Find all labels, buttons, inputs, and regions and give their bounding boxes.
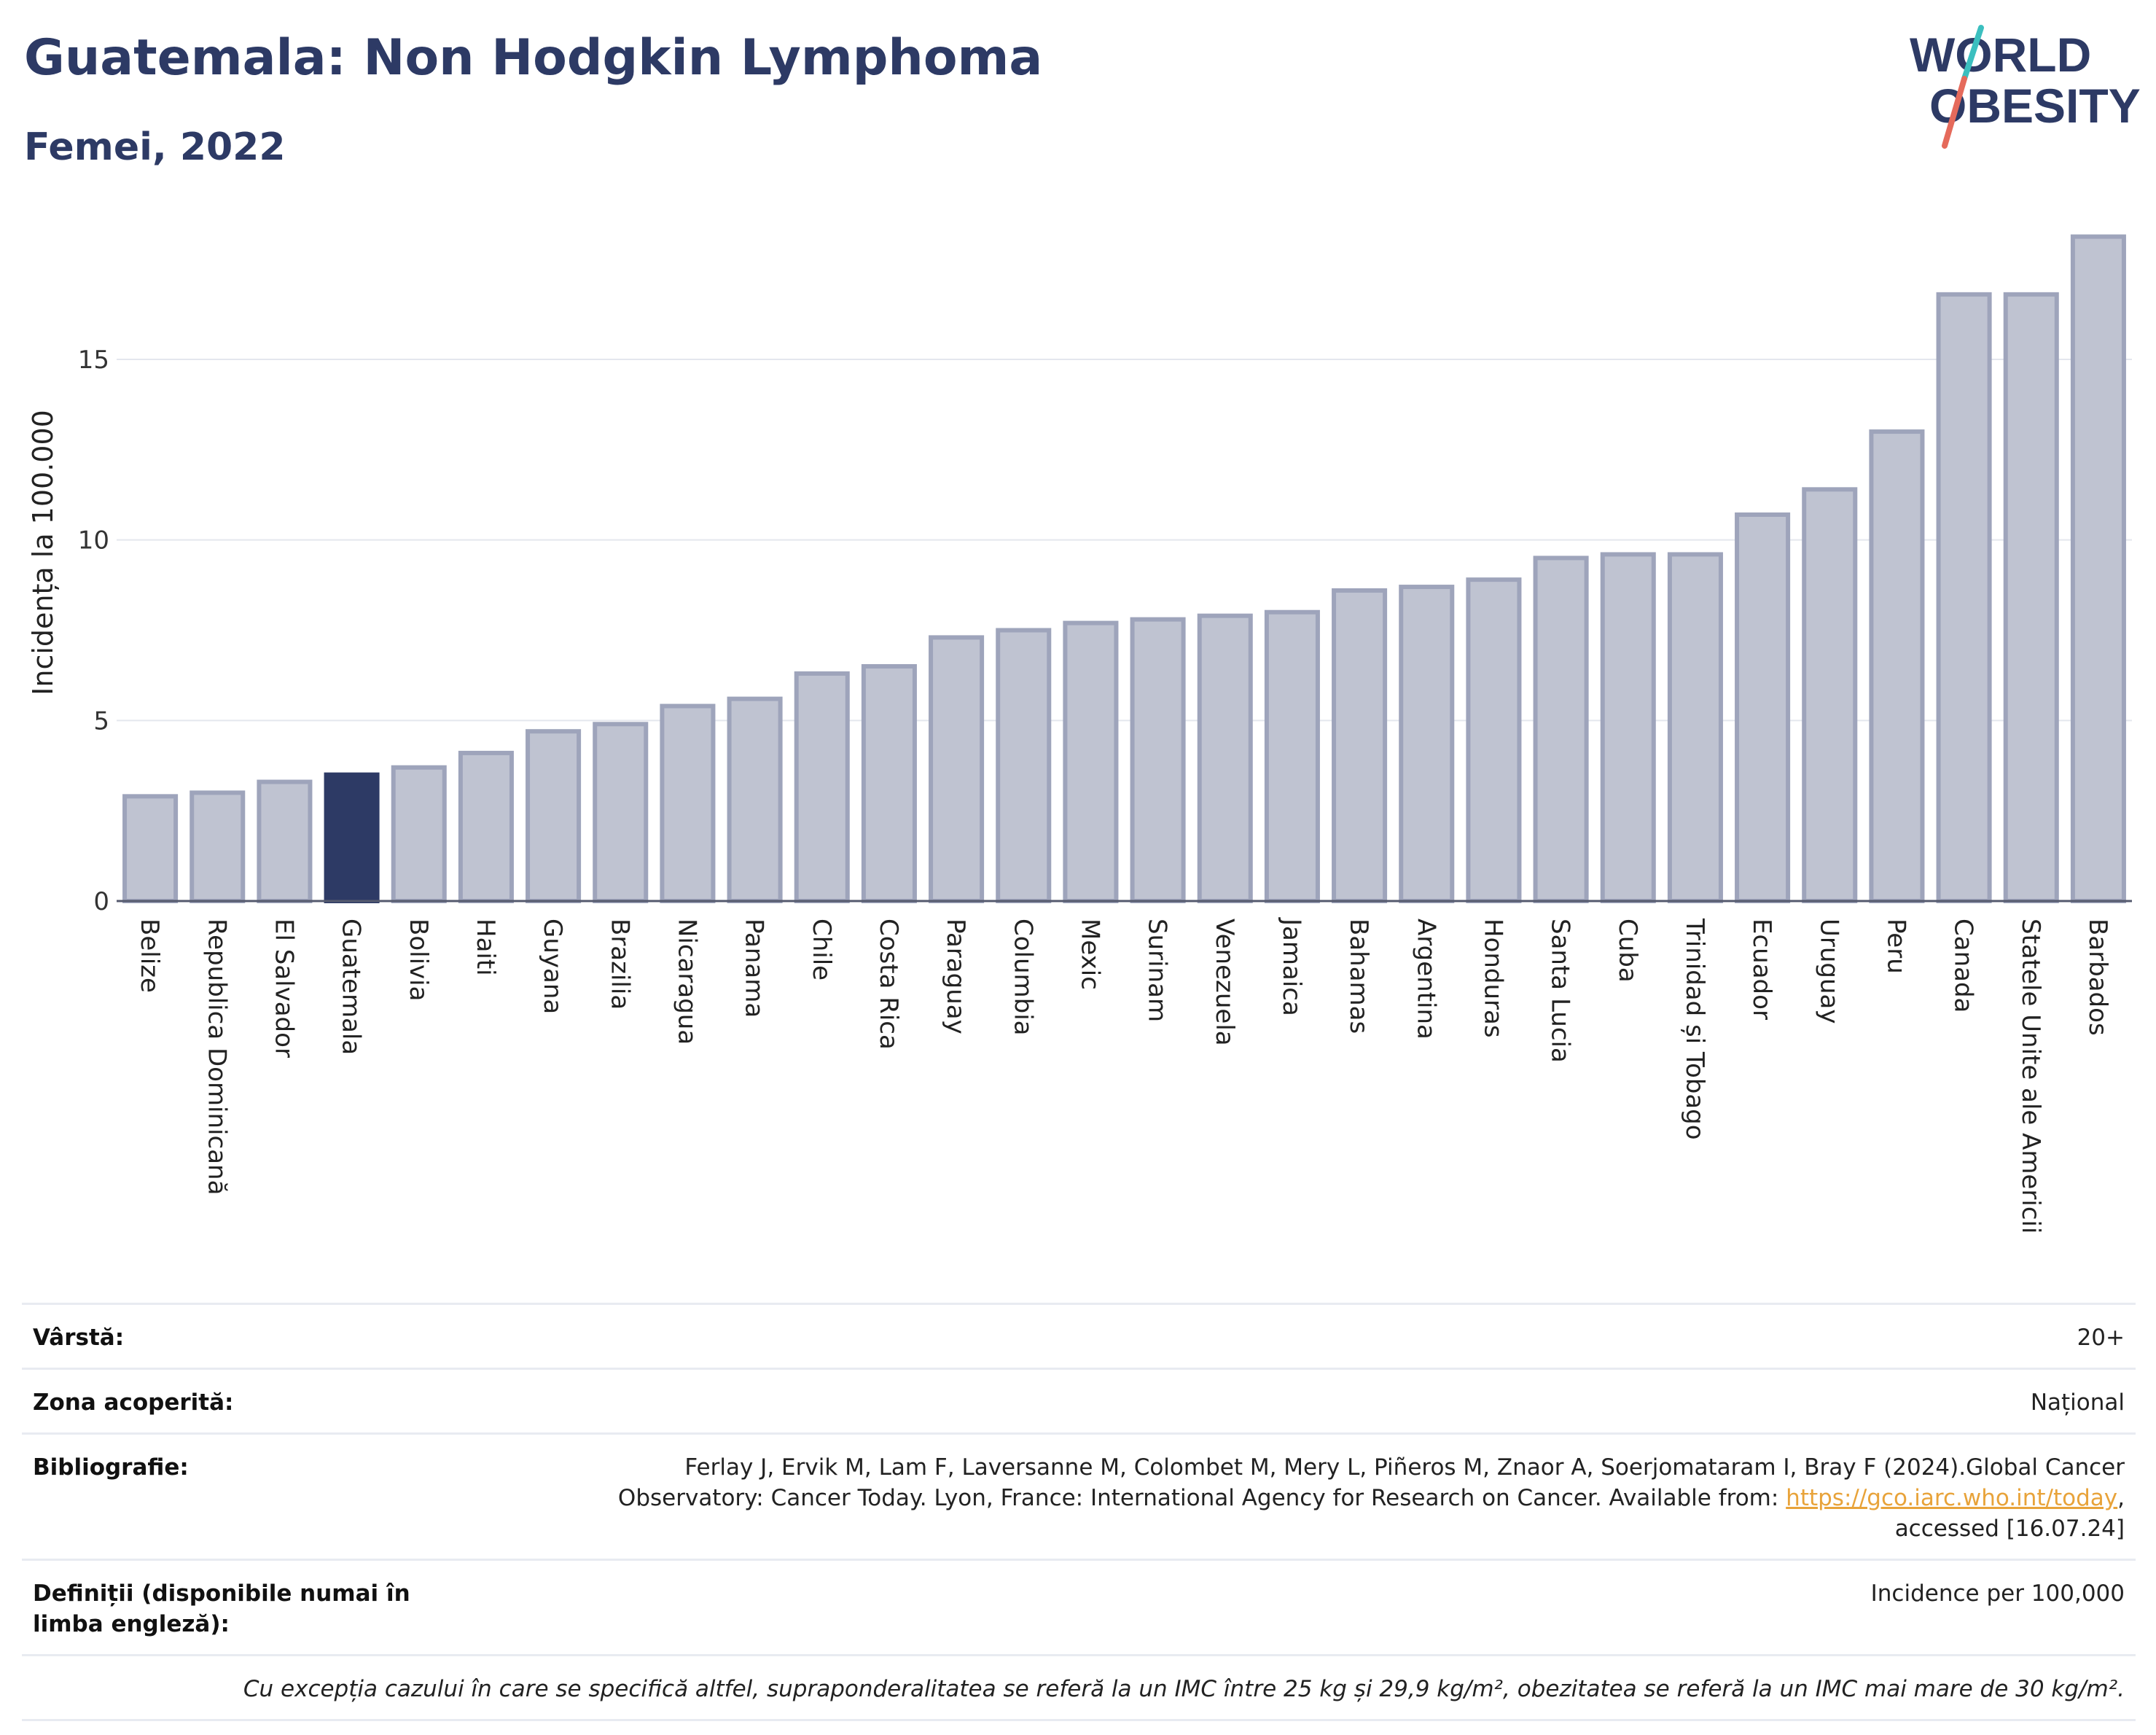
age-label: Vârstă: <box>33 1325 125 1351</box>
bar <box>794 671 850 903</box>
age-value: 20+ <box>2077 1325 2125 1351</box>
x-tick-label: Statele Unite ale Americii <box>2016 919 2045 1233</box>
x-tick-label: Venezuela <box>1210 919 1239 1046</box>
x-tick-label: Uruguay <box>1814 919 1843 1024</box>
x-tick-label: Chile <box>807 919 836 980</box>
metadata-table: Vârstă: 20+ Zona acoperită: Național Bib… <box>22 1303 2136 1721</box>
bar <box>458 750 514 903</box>
row-note: Cu excepția cazului în care se specifică… <box>22 1654 2136 1721</box>
x-tick-label: Ecuador <box>1747 919 1776 1020</box>
x-tick-label: Peru <box>1881 919 1910 974</box>
bar <box>1869 429 1925 903</box>
bar <box>861 664 917 903</box>
x-tick-label: Republica Dominicană <box>202 919 231 1195</box>
x-tick-label: Trinidad și Tobago <box>1680 918 1709 1140</box>
bibliography-link[interactable]: https://gco.iarc.who.int/today <box>1786 1485 2118 1511</box>
x-tick-label: Columbia <box>1008 919 1037 1036</box>
bar <box>1063 620 1119 903</box>
logo-slash-teal <box>1961 25 1984 82</box>
bar <box>1533 555 1589 904</box>
y-tick-label: 0 <box>93 887 109 916</box>
bar <box>1399 585 1455 903</box>
y-tick-label: 10 <box>78 526 109 555</box>
x-tick-label: Cuba <box>1613 919 1642 983</box>
x-tick-label: Brazilia <box>605 919 634 1010</box>
logo-word-world: WORLD <box>1910 28 2091 82</box>
bar <box>2003 292 2059 903</box>
x-tick-label: Belize <box>135 919 164 993</box>
page-title: Guatemala: Non Hodgkin Lymphoma <box>24 29 1043 87</box>
x-tick-label: Argentina <box>1411 919 1440 1040</box>
row-age: Vârstă: 20+ <box>22 1303 2136 1368</box>
row-coverage: Zona acoperită: Național <box>22 1368 2136 1432</box>
bar <box>660 703 716 904</box>
bar <box>727 696 783 903</box>
bar <box>1264 609 1320 903</box>
bibliography-line-1: Ferlay J, Ervik M, Lam F, Laversanne M, … <box>684 1454 2125 1481</box>
y-tick-label: 15 <box>78 346 109 375</box>
bar <box>324 772 380 903</box>
bar <box>1332 588 1388 903</box>
x-tick-label: Bolivia <box>404 919 433 1001</box>
bar <box>1667 552 1723 903</box>
x-tick-label: Nicaragua <box>672 919 701 1045</box>
definitions-value: Incidence per 100,000 <box>1870 1580 2125 1607</box>
bar-chart: 0 5 10 15 Incidența la 100.000 Belize Republic… <box>27 234 2132 1233</box>
bar <box>190 790 246 904</box>
bar <box>929 635 985 903</box>
x-tick-label: Surinam <box>1143 919 1172 1022</box>
bar <box>593 722 649 904</box>
row-bibliography: Bibliografie: Ferlay J, Ervik M, Lam F, … <box>22 1432 2136 1559</box>
bar <box>1600 552 1656 903</box>
x-tick-label: El Salvador <box>269 919 298 1058</box>
y-axis-title: Incidența la 100.000 <box>27 410 59 695</box>
overweight-note: Cu excepția cazului în care se specifică… <box>243 1676 2125 1702</box>
bar <box>122 794 179 904</box>
bar <box>1466 577 1522 903</box>
bar <box>1735 512 1791 903</box>
bar <box>996 628 1052 903</box>
bar <box>2070 234 2126 903</box>
bar <box>1936 292 1992 903</box>
bibliography-line-2: Observatory: Cancer Today. Lyon, France:… <box>617 1485 1779 1511</box>
row-definitions: Definiții (disponibile numai în limba en… <box>22 1559 2136 1654</box>
bar <box>1197 613 1253 903</box>
x-tick-label: Jamaica <box>1277 917 1306 1016</box>
page-subtitle: Femei, 2022 <box>24 125 286 169</box>
bibliography-label: Bibliografie: <box>33 1454 189 1481</box>
x-tick-label: Barbados <box>2083 919 2112 1036</box>
bar <box>391 765 447 904</box>
x-tick-label: Mexic <box>1075 919 1104 990</box>
bar <box>526 729 582 904</box>
bibliography-value: Ferlay J, Ervik M, Lam F, Laversanne M, … <box>617 1454 2125 1542</box>
bibliography-line-3: accessed [16.07.24] <box>1894 1516 2125 1542</box>
x-tick-label: Guyana <box>538 919 567 1014</box>
x-tick-label: Guatemala <box>337 919 366 1055</box>
coverage-label: Zona acoperită: <box>33 1389 234 1416</box>
logo-slash-red <box>1942 76 1967 149</box>
definitions-label: Definiții (disponibile numai în limba en… <box>33 1580 410 1637</box>
world-obesity-logo: WORLD OBESITY <box>1910 25 2141 149</box>
coverage-value: Național <box>2030 1389 2125 1416</box>
x-tick-label: Paraguay <box>941 919 970 1034</box>
bar <box>1130 617 1186 903</box>
y-tick-label: 5 <box>93 706 109 736</box>
x-tick-label: Panama <box>740 919 769 1018</box>
x-tick-label: Honduras <box>1478 919 1507 1038</box>
x-tick-label: Santa Lucia <box>1546 919 1575 1063</box>
bar <box>257 779 313 904</box>
x-tick-label: Costa Rica <box>874 919 903 1050</box>
bar <box>1802 487 1858 903</box>
x-tick-label: Haiti <box>471 919 500 976</box>
x-tick-label: Canada <box>1949 919 1978 1013</box>
x-tick-label: Bahamas <box>1344 919 1373 1034</box>
